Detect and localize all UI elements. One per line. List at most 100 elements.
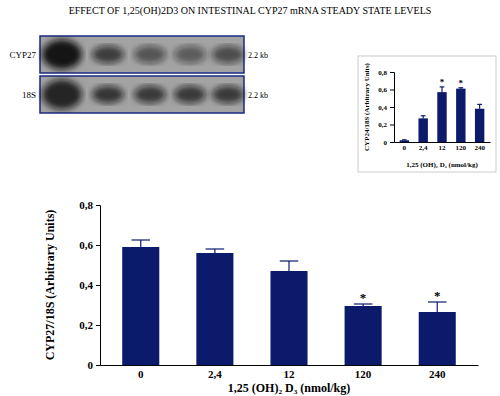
y-tick: 0,2	[79, 319, 100, 331]
x-tick: 120	[355, 365, 372, 380]
y-tick-label: 0,2	[79, 319, 93, 331]
x-tick-label: 12	[439, 144, 447, 152]
y-tick: 0,8	[79, 199, 100, 211]
y-tick-mark	[390, 107, 394, 108]
bar	[270, 271, 307, 365]
error-cap	[132, 239, 151, 240]
y-axis-title: CYP24/18S (Arbitrary Units)	[363, 62, 371, 151]
significance-marker: *	[434, 288, 441, 303]
bar	[196, 253, 233, 365]
x-tick-label: 240	[429, 368, 446, 380]
y-tick: 0,2	[378, 121, 394, 129]
x-tick-label: 240	[474, 144, 485, 152]
error-cap	[402, 139, 407, 140]
error-bar	[280, 261, 299, 271]
y-tick-mark	[390, 125, 394, 126]
chart-title: EFFECT OF 1,25(OH)2D3 ON INTESTINAL CYP2…	[69, 5, 432, 17]
error-cap	[206, 248, 225, 249]
y-tick-label: 0	[384, 139, 388, 147]
error-whisker	[441, 87, 442, 92]
error-whisker	[140, 240, 141, 247]
x-axis: 0 2,4 12 120 240	[395, 142, 491, 152]
bar-group	[400, 87, 485, 142]
x-tick-label: 120	[355, 368, 372, 380]
x-tick-label: 0	[138, 368, 144, 380]
blot-band	[212, 46, 244, 64]
y-tick: 0,6	[378, 86, 394, 94]
bar	[122, 247, 159, 365]
blot-size: 2.2 kb	[248, 51, 268, 60]
y-axis: 00,20,40,60,8	[79, 199, 100, 371]
x-tick: 0	[138, 365, 144, 380]
x-axis: 0 2,4 12 120 240	[101, 365, 479, 380]
bar	[400, 140, 409, 142]
error-bar	[421, 116, 426, 119]
blot-band	[42, 80, 82, 110]
y-axis-line	[390, 73, 395, 143]
y-tick: 0,6	[79, 239, 100, 251]
x-tick: 12	[439, 142, 447, 152]
error-bar	[132, 240, 151, 247]
error-whisker	[437, 302, 438, 312]
x-tick: 2,4	[419, 142, 428, 152]
error-whisker	[479, 104, 480, 108]
y-tick: 0	[384, 139, 395, 147]
x-tick-label: 2,4	[419, 144, 428, 152]
significance-marker: *	[360, 290, 367, 305]
x-axis-title: 1,25 (OH)₂ D₃ (nmol/kg)	[406, 161, 478, 169]
bar	[475, 109, 484, 142]
bar	[419, 312, 456, 365]
x-axis-line	[395, 142, 491, 143]
error-cap	[477, 104, 482, 105]
blot-panel: CYP27 2.2 kb 18S 2.2 kb	[9, 36, 268, 113]
bar	[456, 89, 465, 142]
x-tick: 12	[284, 365, 296, 380]
y-tick: 0,4	[79, 279, 100, 291]
y-tick-mark	[96, 365, 100, 366]
chart-canvas: EFFECT OF 1,25(OH)2D3 ON INTESTINAL CYP2…	[0, 0, 500, 396]
x-tick: 240	[429, 365, 446, 380]
y-tick-label: 0,6	[378, 86, 387, 94]
bar	[418, 118, 427, 142]
blot-band	[134, 86, 166, 104]
significance-marker: *	[459, 78, 464, 88]
x-tick: 120	[456, 142, 467, 152]
x-tick: 240	[474, 142, 485, 152]
bar	[345, 306, 382, 365]
y-axis: 0 0,2 0,4 0,6 0,8	[378, 69, 394, 147]
x-tick-label: 2,4	[208, 368, 222, 380]
error-bar	[428, 302, 447, 312]
blot-band	[174, 46, 206, 64]
y-tick-mark	[96, 245, 100, 246]
y-axis-line	[96, 206, 101, 366]
y-tick: 0,4	[378, 104, 394, 112]
y-tick-label: 0,2	[378, 121, 387, 129]
y-tick-mark	[96, 205, 100, 206]
y-tick: 0,8	[378, 69, 394, 77]
error-bar	[206, 249, 225, 253]
error-bar	[402, 139, 407, 140]
blot-label: CYP27	[9, 50, 36, 60]
error-bar	[477, 104, 482, 108]
chart-1: **00,20,40,60,802,4121202401,25 (OH)₂ D₃…	[363, 62, 491, 169]
x-tick-label: 0	[403, 144, 407, 152]
y-tick-label: 0,4	[79, 279, 93, 291]
blot-background	[40, 76, 244, 113]
x-tick: 2,4	[208, 365, 222, 380]
bar	[437, 92, 446, 142]
error-bar	[440, 87, 445, 92]
x-tick: 0	[403, 142, 407, 152]
y-tick-label: 0,6	[79, 239, 93, 251]
y-axis-title: CYP27/18S (Arbitrary Units)	[43, 210, 57, 361]
bar-group	[122, 240, 456, 365]
x-tick-label: 120	[456, 144, 467, 152]
blot-band	[92, 86, 124, 104]
chart-0: * * 0 0,2 0,4 0,6 0,8 0 2,4 12 120 2401,25 (OH)₂ D₃…	[43, 199, 479, 395]
inset-frame	[358, 56, 496, 172]
blot-band	[92, 46, 124, 64]
blot-label: 18S	[22, 90, 36, 100]
x-axis-title: 1,25 (OH)₂ D₃ (nmol/kg)	[228, 381, 351, 395]
blot-size: 2.2 kb	[248, 91, 268, 100]
blot-band	[134, 46, 166, 64]
y-tick-mark	[390, 72, 394, 73]
